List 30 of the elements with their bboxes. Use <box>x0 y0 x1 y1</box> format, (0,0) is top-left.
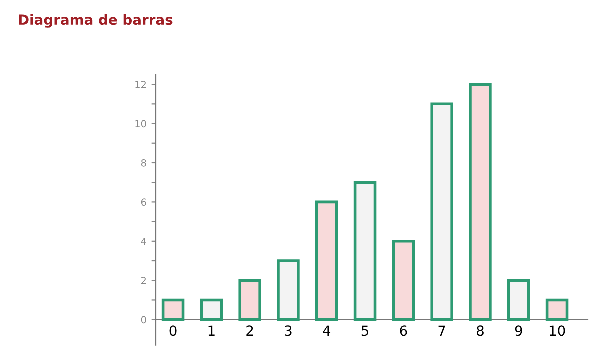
y-tick-label: 10 <box>136 120 146 128</box>
bar <box>354 181 377 322</box>
bar <box>469 83 492 322</box>
x-tick-label: 7 <box>438 326 446 336</box>
bar <box>277 260 300 322</box>
x-tick-label: 9 <box>515 326 522 336</box>
x-tick-label: 10 <box>550 326 566 336</box>
bar <box>316 200 338 322</box>
y-tick-label: 4 <box>141 238 146 246</box>
y-tick-label: 6 <box>141 198 146 206</box>
bar <box>162 298 185 322</box>
x-tick-label: 5 <box>362 326 368 336</box>
bar <box>200 298 224 322</box>
bar <box>546 298 569 322</box>
y-tick-label: 12 <box>136 81 146 88</box>
x-tick-label: 8 <box>477 326 484 336</box>
bar <box>238 279 262 322</box>
x-tick-label: 1 <box>208 326 215 336</box>
x-tick-label: 3 <box>285 326 292 336</box>
x-tick-label: 6 <box>400 326 408 336</box>
y-tick-label: 8 <box>141 159 146 167</box>
bar <box>430 102 454 322</box>
bar <box>508 279 530 322</box>
bar <box>392 240 416 322</box>
x-tick-label: 4 <box>323 326 331 336</box>
y-tick-label: 0 <box>141 316 146 324</box>
y-tick-label: 2 <box>142 277 146 284</box>
x-tick-label: 2 <box>246 326 254 336</box>
x-tick-label: 0 <box>170 326 177 336</box>
chart-title: Diagrama de barras <box>19 14 173 28</box>
